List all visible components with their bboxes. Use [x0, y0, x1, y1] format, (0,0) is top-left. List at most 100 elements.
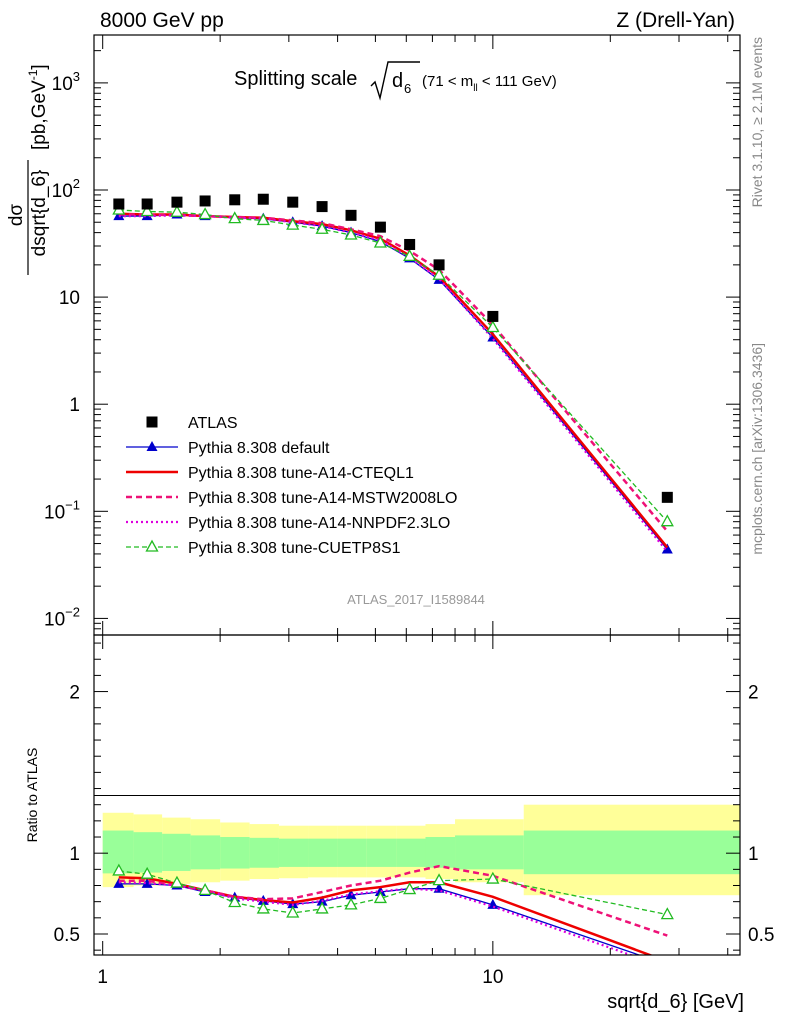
ratio-point-pythia-8-308-tune-cuetp8s1-5	[256, 901, 270, 914]
band-inner-bin-4	[220, 837, 250, 869]
legend-label-pythia-8-308-tune-a14-cteql1: Pythia 8.308 tune-A14-CTEQL1	[188, 465, 414, 482]
band-inner-bin-7	[308, 838, 338, 867]
ratio-point-pythia-8-308-tune-cuetp8s1-11	[432, 873, 446, 886]
y-tick-label-0.01: 10−2	[44, 604, 80, 630]
legend-marker-pythia-8-308-tune-cuetp8s1	[145, 539, 159, 552]
ratio-tick-label-right-0.5: 0.5	[748, 925, 774, 946]
ratio-line-pythia-8-308-default	[118, 883, 641, 955]
ratio-series-layer	[112, 863, 674, 969]
ratio-line-pythia-8-308-tune-a14-nnpdf2-3lo	[118, 881, 634, 955]
band-inner-bin-3	[190, 835, 221, 870]
main-point-atlas-13	[661, 491, 673, 503]
main-point-pythia-8-308-tune-cuetp8s1-9	[373, 235, 388, 248]
ratio-point-pythia-8-308-tune-cuetp8s1-1	[140, 866, 154, 879]
title-cut-sub: ll	[473, 83, 477, 94]
y-label-units: [pb,GeV-1]	[26, 64, 50, 150]
y-tick-label-1: 1	[69, 395, 80, 416]
main-point-atlas-12	[487, 310, 499, 322]
ratio-tick-label-right-2: 2	[748, 683, 759, 704]
legend: ATLAS Pythia 8.308 default Pythia 8.308 tu…	[126, 415, 457, 557]
ratio-line-pythia-8-308-tune-cuetp8s1	[118, 870, 668, 916]
title-subscript: 6	[404, 81, 411, 96]
ratio-point-pythia-8-308-default-12	[487, 898, 499, 909]
sqrt-sign	[370, 61, 420, 101]
title-cut-post: < 111 GeV)	[478, 73, 557, 90]
legend-marker-pythia-8-308-default	[146, 441, 158, 451]
band-inner-bin-9	[366, 838, 397, 867]
ratio-point-pythia-8-308-tune-cuetp8s1-6	[286, 905, 300, 918]
y-tick-label-10: 10	[59, 288, 80, 309]
ratio-tick-label-left-1: 1	[69, 844, 80, 865]
band-inner-bin-12	[455, 835, 524, 870]
ratio-tick-label-left-2: 2	[69, 683, 80, 704]
ratio-point-pythia-8-308-tune-cuetp8s1-7	[315, 901, 329, 914]
ratio-point-pythia-8-308-tune-cuetp8s1-13	[660, 907, 674, 920]
main-point-atlas-4	[229, 194, 241, 206]
main-point-pythia-8-308-tune-cuetp8s1-10	[403, 249, 417, 262]
main-point-atlas-0	[113, 198, 125, 210]
y-tick-label-0.1: 10−1	[44, 497, 80, 523]
title-cut: (71 < mll < 111 GeV)	[422, 73, 557, 94]
analysis-watermark: ATLAS_2017_I1589844	[347, 592, 485, 607]
band-inner-bin-8	[337, 838, 367, 867]
main-point-pythia-8-308-tune-cuetp8s1-6	[286, 217, 300, 230]
ratio-point-pythia-8-308-tune-cuetp8s1-8	[344, 897, 358, 910]
main-point-pythia-8-308-tune-cuetp8s1-1	[140, 204, 154, 217]
band-inner-bin-11	[425, 837, 456, 868]
legend-label-pythia-8-308-tune-a14-mstw2008lo: Pythia 8.308 tune-A14-MSTW2008LO	[188, 490, 457, 507]
legend-label-pythia-8-308-tune-a14-nnpdf2-3lo: Pythia 8.308 tune-A14-NNPDF2.3LO	[188, 515, 450, 532]
ratio-y-label: Ratio to ATLAS	[24, 748, 40, 843]
main-point-atlas-10	[404, 238, 416, 250]
main-point-atlas-5	[257, 193, 269, 205]
band-inner-bin-10	[396, 838, 426, 867]
legend-label-pythia-8-308-tune-cuetp8s1: Pythia 8.308 tune-CUETP8S1	[188, 540, 401, 557]
main-point-pythia-8-308-tune-cuetp8s1-13	[660, 514, 674, 527]
x-tick-label-1: 1	[97, 967, 108, 988]
main-point-atlas-11	[433, 259, 445, 271]
x-tick-label-10: 10	[482, 967, 503, 988]
ratio-frame	[93, 634, 741, 956]
ratio-point-pythia-8-308-tune-cuetp8s1-0	[112, 863, 126, 876]
main-point-atlas-7	[316, 201, 328, 213]
ratio-point-pythia-8-308-default-9	[374, 885, 386, 896]
plot-title: Splitting scale d 6 (71 < mll < 111 GeV)	[234, 61, 557, 101]
main-point-pythia-8-308-tune-cuetp8s1-2	[170, 204, 184, 217]
ratio-point-pythia-8-308-tune-cuetp8s1-3	[198, 883, 212, 896]
main-point-atlas-3	[199, 195, 211, 207]
band-inner-bin-13	[523, 830, 740, 875]
title-symbol: d	[392, 70, 403, 92]
legend-label-atlas: ATLAS	[188, 415, 238, 432]
main-point-atlas-6	[287, 196, 299, 208]
title-text: Splitting scale	[234, 68, 357, 90]
header-left: 8000 GeV pp	[100, 9, 224, 32]
ratio-point-pythia-8-308-tune-cuetp8s1-10	[403, 882, 417, 895]
x-axis-label: sqrt{d_6} [GeV]	[607, 991, 744, 1013]
y-axis-label: dσ dsqrt{d_6} [pb,GeV-1]	[6, 64, 50, 275]
main-line-pythia-8-308-tune-a14-mstw2008lo	[118, 213, 669, 533]
main-point-atlas-8	[345, 209, 357, 221]
y-label-units-main: [pb,GeV	[29, 80, 50, 150]
ratio-point-pythia-8-308-tune-cuetp8s1-4	[228, 895, 242, 908]
main-point-atlas-9	[374, 221, 386, 233]
main-point-pythia-8-308-tune-cuetp8s1-3	[198, 207, 212, 220]
ratio-tick-label-right-1: 1	[748, 844, 759, 865]
y-label-units-sup: -1	[26, 69, 40, 80]
y-label-units-end: ]	[29, 64, 50, 69]
ratio-uncertainty-bands	[102, 804, 740, 896]
main-point-pythia-8-308-tune-cuetp8s1-11	[432, 267, 446, 280]
ratio-point-pythia-8-308-default-1	[141, 877, 153, 888]
axes-layer: 1 10 10−2 10−1 1 10 102 103 0.5 0.5 1 1 2 2	[44, 34, 774, 988]
side-label-top: Rivet 3.1.10, ≥ 2.1M events	[749, 37, 765, 207]
ratio-point-pythia-8-308-tune-cuetp8s1-12	[486, 871, 500, 884]
main-point-atlas-1	[141, 198, 153, 210]
side-label-bottom: mcplots.cern.ch [arXiv:1306.3436]	[749, 343, 765, 555]
band-inner-bin-2	[162, 833, 191, 871]
band-inner-bin-6	[278, 838, 309, 867]
main-point-atlas-2	[171, 196, 183, 208]
y-label-denominator: dsqrt{d_6}	[29, 170, 50, 257]
ratio-point-pythia-8-308-default-13	[662, 959, 673, 969]
ratio-point-pythia-8-308-tune-cuetp8s1-9	[373, 891, 388, 904]
main-point-pythia-8-308-tune-cuetp8s1-7	[315, 221, 329, 234]
main-point-pythia-8-308-tune-cuetp8s1-8	[344, 227, 358, 240]
